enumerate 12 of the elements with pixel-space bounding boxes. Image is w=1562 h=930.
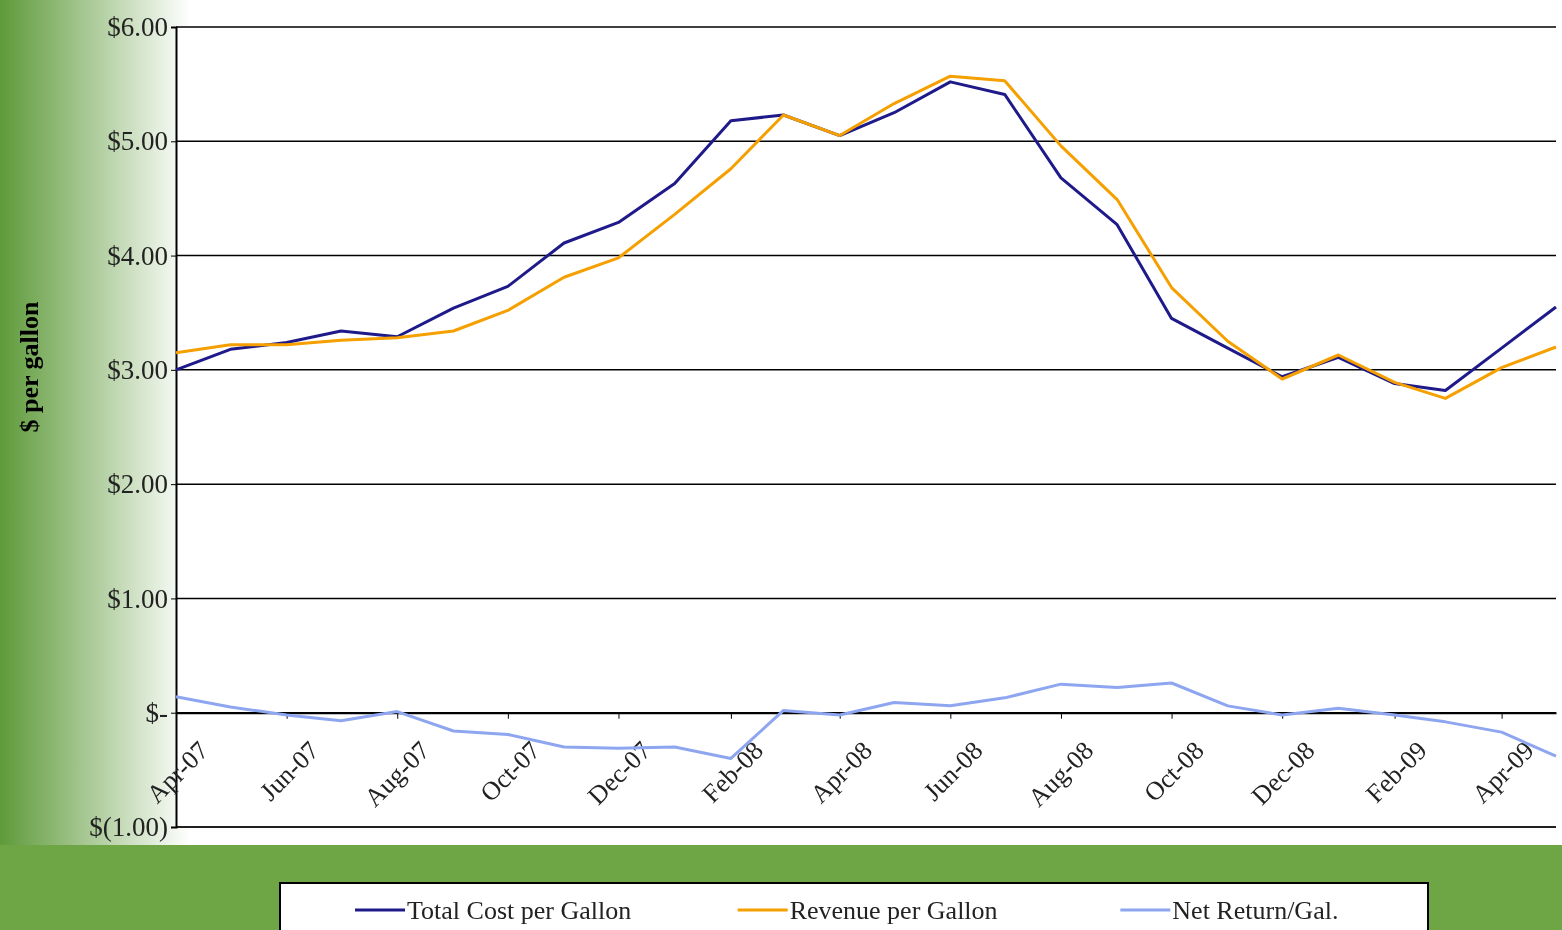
- y-tick-label: $3.00: [107, 355, 168, 385]
- y-tick-label: $6.00: [107, 12, 168, 43]
- y-tick-label: $5.00: [107, 126, 168, 157]
- y-tick-label: $(1.00): [89, 812, 168, 843]
- legend-label: Total Cost per Gallon: [407, 896, 632, 925]
- legend-label: Revenue per Gallon: [789, 896, 998, 925]
- y-tick-label: $1.00: [107, 583, 168, 614]
- y-tick-label: $-: [145, 697, 168, 728]
- legend-label: Net Return/Gal.: [1172, 896, 1339, 925]
- y-axis-title: $ per gallon: [15, 300, 44, 433]
- y-tick-label: $2.00: [107, 469, 168, 500]
- y-tick-label: $4.00: [107, 240, 168, 271]
